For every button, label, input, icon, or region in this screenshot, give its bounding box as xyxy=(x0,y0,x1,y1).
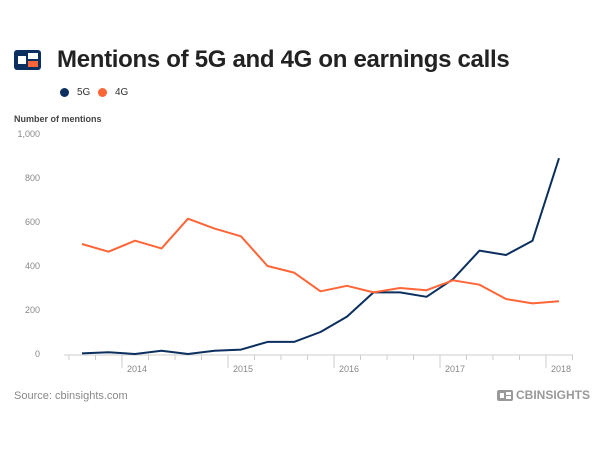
y-tick-label: 800 xyxy=(25,173,40,183)
y-axis-label: Number of mentions xyxy=(14,114,102,124)
legend-item-5g: 5G xyxy=(60,87,90,98)
y-tick-label: 1,000 xyxy=(17,129,40,139)
x-tick-label: 2014 xyxy=(127,364,147,374)
legend-swatch-4g xyxy=(98,88,107,97)
legend-label-4g: 4G xyxy=(115,87,129,98)
series-line-4g xyxy=(81,217,560,305)
series-line-5g xyxy=(81,157,560,355)
x-tick-label: 2015 xyxy=(233,364,253,374)
chart-title: Mentions of 5G and 4G on earnings calls xyxy=(57,46,510,73)
source-text: Source: cbinsights.com xyxy=(14,390,128,402)
x-tick-label: 2016 xyxy=(339,364,359,374)
y-tick-label: 600 xyxy=(25,217,40,227)
cbinsights-mark-icon xyxy=(497,389,513,401)
legend-swatch-5g xyxy=(60,88,69,97)
brand-logo: CBINSIGHTS xyxy=(497,388,590,402)
x-tick-label: 2017 xyxy=(445,364,465,374)
cbinsights-logo-icon xyxy=(14,50,41,70)
legend-label-5g: 5G xyxy=(77,87,91,98)
y-tick-label: 400 xyxy=(25,261,40,271)
y-tick-label: 200 xyxy=(25,305,40,315)
brand-text: CBINSIGHTS xyxy=(516,388,591,402)
x-tick-label: 2018 xyxy=(551,364,571,374)
legend-item-4g: 4G xyxy=(98,87,128,98)
y-tick-label: 0 xyxy=(35,349,40,359)
